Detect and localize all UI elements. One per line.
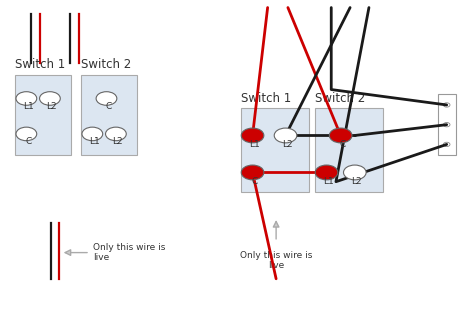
- Circle shape: [16, 92, 36, 105]
- Text: Only this wire is
live: Only this wire is live: [240, 251, 312, 271]
- Text: L2: L2: [282, 140, 293, 149]
- Bar: [81, 75, 137, 156]
- Text: Switch 2: Switch 2: [81, 58, 131, 71]
- Circle shape: [329, 128, 352, 143]
- Text: Only this wire is
live: Only this wire is live: [93, 243, 165, 262]
- Circle shape: [241, 128, 264, 143]
- Text: C: C: [105, 102, 111, 111]
- Circle shape: [443, 103, 450, 107]
- Text: Switch 1: Switch 1: [15, 58, 65, 71]
- Text: L1: L1: [323, 177, 334, 186]
- Text: L1: L1: [249, 140, 260, 149]
- Text: C: C: [339, 140, 346, 149]
- Circle shape: [315, 165, 338, 180]
- Text: L1: L1: [89, 137, 100, 146]
- Text: L2: L2: [46, 102, 57, 111]
- Circle shape: [96, 92, 117, 105]
- Circle shape: [16, 127, 36, 141]
- Circle shape: [344, 165, 366, 180]
- Circle shape: [274, 128, 297, 143]
- Circle shape: [82, 127, 103, 141]
- Bar: [438, 94, 456, 156]
- Text: L2: L2: [112, 137, 123, 146]
- Bar: [315, 108, 383, 193]
- Text: Switch 1: Switch 1: [241, 92, 291, 104]
- Circle shape: [443, 123, 450, 127]
- Bar: [15, 75, 71, 156]
- Text: L2: L2: [351, 177, 362, 186]
- Text: C: C: [251, 177, 257, 186]
- Circle shape: [39, 92, 60, 105]
- Circle shape: [106, 127, 126, 141]
- Bar: [241, 108, 309, 193]
- Text: L1: L1: [23, 102, 34, 111]
- Circle shape: [241, 165, 264, 180]
- Text: C: C: [25, 137, 31, 146]
- Text: Switch 2: Switch 2: [315, 92, 365, 104]
- Circle shape: [443, 142, 450, 146]
